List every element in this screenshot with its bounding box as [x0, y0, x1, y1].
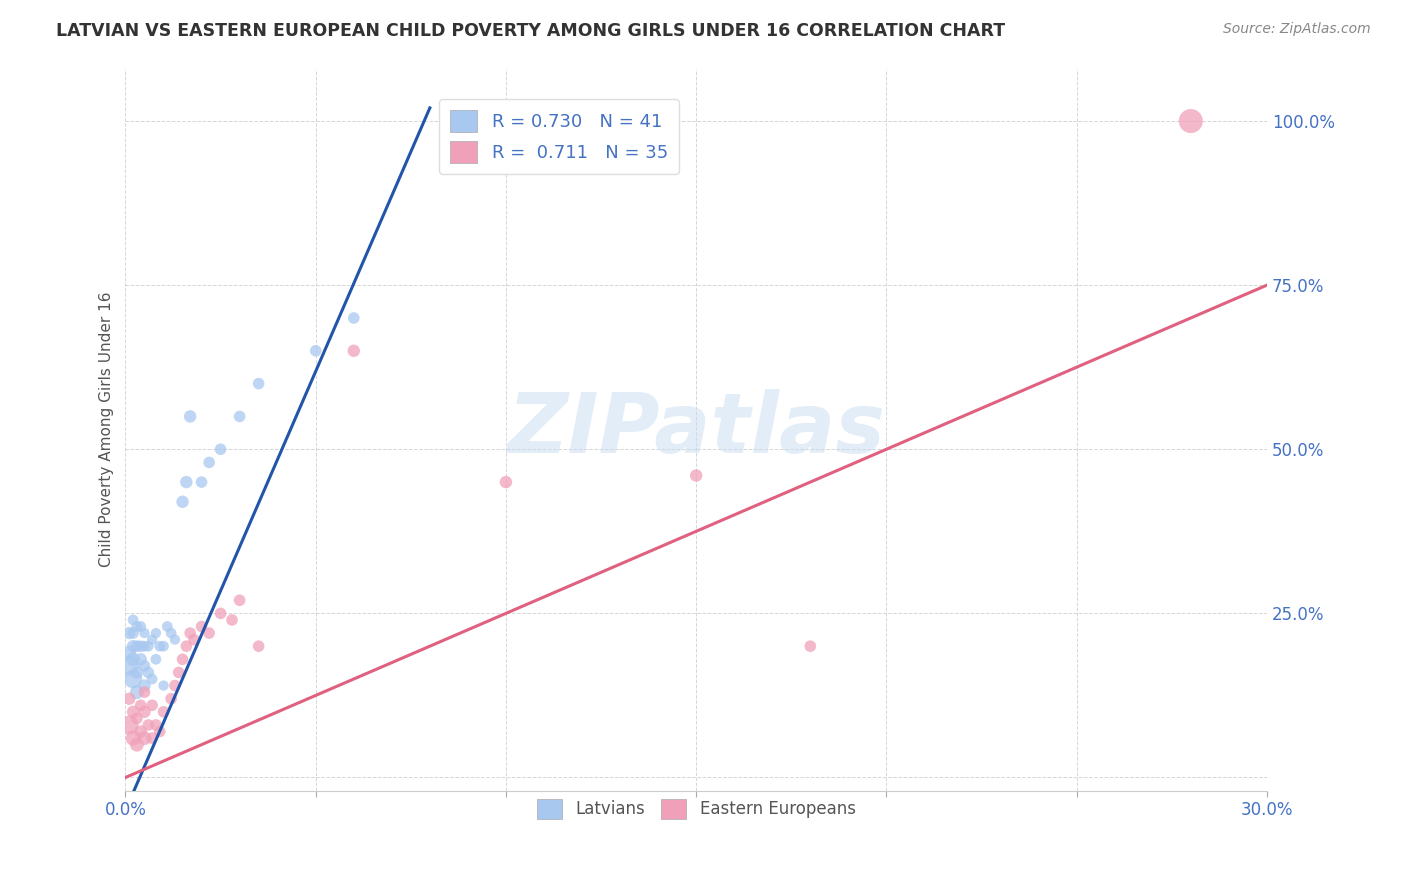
Point [141, 632, 163, 647]
Point [176, 639, 198, 653]
Point [495, 475, 517, 489]
Point [221, 613, 243, 627]
Point [125, 738, 148, 752]
Point [176, 475, 198, 489]
Point [134, 659, 156, 673]
Point [198, 626, 221, 640]
Point [152, 705, 174, 719]
Point [160, 691, 183, 706]
Point [209, 607, 232, 621]
Point [134, 679, 156, 693]
Text: ZIPatlas: ZIPatlas [508, 389, 886, 470]
Point [190, 619, 212, 633]
Point [163, 632, 186, 647]
Point [118, 691, 141, 706]
Point [209, 442, 232, 457]
Point [198, 455, 221, 469]
Point [228, 409, 250, 424]
Text: Source: ZipAtlas.com: Source: ZipAtlas.com [1223, 22, 1371, 37]
Point [134, 639, 156, 653]
Point [134, 626, 156, 640]
Point [122, 731, 145, 745]
Point [183, 632, 205, 647]
Point [1180, 114, 1202, 128]
Point [343, 310, 366, 325]
Point [179, 409, 201, 424]
Point [122, 705, 145, 719]
Point [172, 652, 194, 666]
Text: LATVIAN VS EASTERN EUROPEAN CHILD POVERTY AMONG GIRLS UNDER 16 CORRELATION CHART: LATVIAN VS EASTERN EUROPEAN CHILD POVERT… [56, 22, 1005, 40]
Point [152, 679, 174, 693]
Point [118, 626, 141, 640]
Point [160, 626, 183, 640]
Point [247, 376, 270, 391]
Y-axis label: Child Poverty Among Girls Under 16: Child Poverty Among Girls Under 16 [100, 292, 114, 567]
Point [129, 619, 152, 633]
Point [118, 659, 141, 673]
Point [122, 672, 145, 686]
Point [129, 698, 152, 713]
Point [145, 718, 167, 732]
Point [134, 685, 156, 699]
Point [122, 639, 145, 653]
Point [179, 626, 201, 640]
Point [145, 626, 167, 640]
Point [305, 343, 328, 358]
Point [149, 639, 172, 653]
Point [167, 665, 190, 680]
Point [141, 731, 163, 745]
Point [156, 619, 179, 633]
Point [141, 672, 163, 686]
Point [129, 724, 152, 739]
Point [136, 718, 159, 732]
Point [125, 711, 148, 725]
Point [125, 665, 148, 680]
Point [129, 652, 152, 666]
Point [122, 613, 145, 627]
Point [118, 646, 141, 660]
Point [799, 639, 821, 653]
Point [141, 698, 163, 713]
Point [136, 639, 159, 653]
Point [125, 619, 148, 633]
Point [228, 593, 250, 607]
Point [122, 626, 145, 640]
Point [163, 679, 186, 693]
Point [129, 639, 152, 653]
Point [134, 731, 156, 745]
Point [118, 718, 141, 732]
Point [145, 652, 167, 666]
Point [136, 665, 159, 680]
Legend: Latvians, Eastern Europeans: Latvians, Eastern Europeans [530, 792, 862, 826]
Point [685, 468, 707, 483]
Point [125, 639, 148, 653]
Point [247, 639, 270, 653]
Point [172, 495, 194, 509]
Point [125, 685, 148, 699]
Point [122, 652, 145, 666]
Point [152, 639, 174, 653]
Point [190, 475, 212, 489]
Point [149, 724, 172, 739]
Point [134, 705, 156, 719]
Point [343, 343, 366, 358]
